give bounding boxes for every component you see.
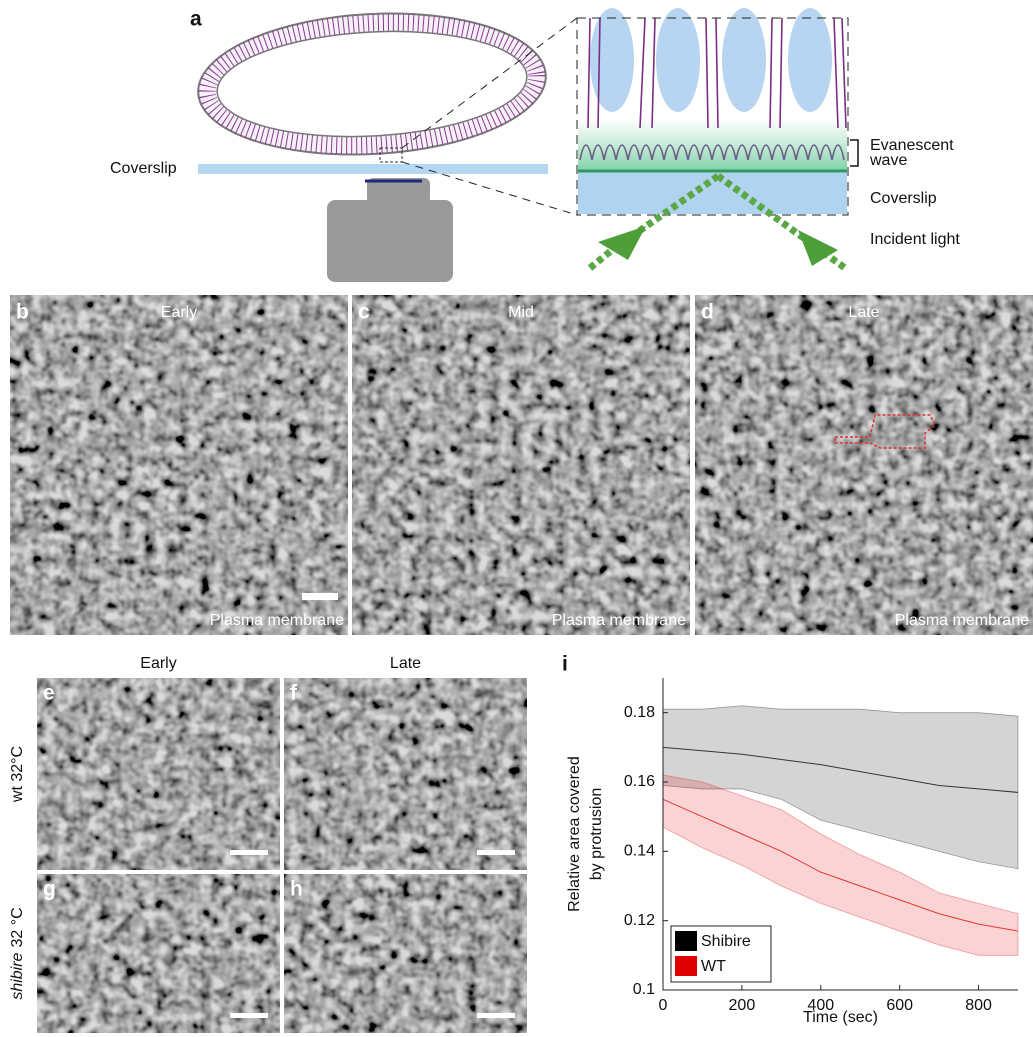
legend-label: WT bbox=[701, 958, 726, 975]
micrograph bbox=[37, 678, 280, 870]
label: Coverslip bbox=[110, 160, 177, 177]
scale-bar bbox=[230, 850, 268, 855]
y-tick-label: 0.1 bbox=[633, 981, 655, 998]
caption: Plasma membrane bbox=[895, 612, 1029, 629]
panel-a: a Coverslip Eva bbox=[110, 5, 960, 282]
panel-letter: i bbox=[562, 653, 568, 676]
x-tick-label: 0 bbox=[659, 997, 668, 1014]
stage-label: Early bbox=[161, 304, 197, 321]
label: Coverslip bbox=[870, 190, 937, 207]
inset bbox=[577, 8, 858, 268]
column-header: Early bbox=[140, 655, 176, 672]
row-header-text: wt 32°C bbox=[9, 746, 26, 803]
x-axis-label: Time (sec) bbox=[803, 1009, 878, 1026]
micrograph bbox=[695, 295, 1033, 635]
panel-letter: g bbox=[43, 878, 56, 901]
figure: a Coverslip Eva bbox=[0, 0, 1033, 1037]
objective bbox=[327, 200, 453, 282]
scale-bar bbox=[230, 1013, 268, 1018]
y-axis-label: by protrusion bbox=[588, 788, 605, 881]
micrograph bbox=[284, 678, 527, 870]
evanescent-field bbox=[578, 118, 847, 172]
legend-swatch bbox=[675, 931, 697, 951]
panel-letter: a bbox=[190, 8, 202, 31]
legend-label: Shibire bbox=[701, 933, 751, 950]
page: {"figure": { "a": {"letter": "a", "cover… bbox=[0, 0, 1033, 1037]
cell bbox=[590, 8, 634, 112]
coverslip bbox=[198, 164, 548, 174]
micrograph bbox=[284, 874, 527, 1033]
panels-e-h: Early Late wt 32°C shibire 32 °C e f g h bbox=[9, 655, 527, 1033]
y-tick-label: 0.16 bbox=[624, 773, 655, 790]
scale-bar bbox=[302, 593, 338, 600]
stage-label: Late bbox=[848, 304, 879, 321]
panel-letter: h bbox=[290, 878, 303, 901]
panel-letter: f bbox=[290, 682, 298, 705]
cell bbox=[656, 8, 700, 112]
micrograph bbox=[352, 295, 690, 635]
y-tick-label: 0.18 bbox=[624, 704, 655, 721]
cell bbox=[722, 8, 766, 112]
caption: Plasma membrane bbox=[552, 612, 686, 629]
caption: Plasma membrane bbox=[210, 612, 344, 629]
bracket bbox=[850, 140, 858, 166]
row-header-text: 32 °C bbox=[9, 907, 26, 947]
label: wave bbox=[869, 152, 907, 169]
stage-label: Mid bbox=[508, 304, 534, 321]
panel-letter: e bbox=[43, 682, 55, 705]
x-tick-label: 600 bbox=[886, 997, 913, 1014]
y-tick-label: 0.14 bbox=[624, 843, 655, 860]
x-tick-label: 800 bbox=[965, 997, 992, 1014]
y-axis-label: Relative area covered bbox=[566, 756, 583, 912]
light-ray bbox=[590, 250, 612, 268]
x-tick-label: 200 bbox=[729, 997, 756, 1014]
panel-letter: c bbox=[358, 301, 370, 324]
cell bbox=[788, 8, 832, 112]
micrograph bbox=[37, 874, 280, 1033]
panel-letter: b bbox=[16, 301, 29, 324]
label: Incident light bbox=[870, 231, 960, 248]
row-header: shibire 32 °C bbox=[9, 907, 26, 999]
y-tick-label: 0.12 bbox=[624, 912, 655, 929]
micrograph bbox=[10, 295, 348, 635]
column-header: Late bbox=[390, 655, 421, 672]
row-header: wt 32°C bbox=[9, 746, 26, 803]
panel-letter: d bbox=[701, 301, 714, 324]
legend-swatch bbox=[675, 956, 697, 976]
scale-bar bbox=[477, 850, 515, 855]
row-header-italic: shibire bbox=[9, 952, 26, 999]
scale-bar bbox=[477, 1013, 515, 1018]
panels-b-d: b Early Plasma membrane c Mid Plasma membrane… bbox=[10, 295, 1033, 635]
